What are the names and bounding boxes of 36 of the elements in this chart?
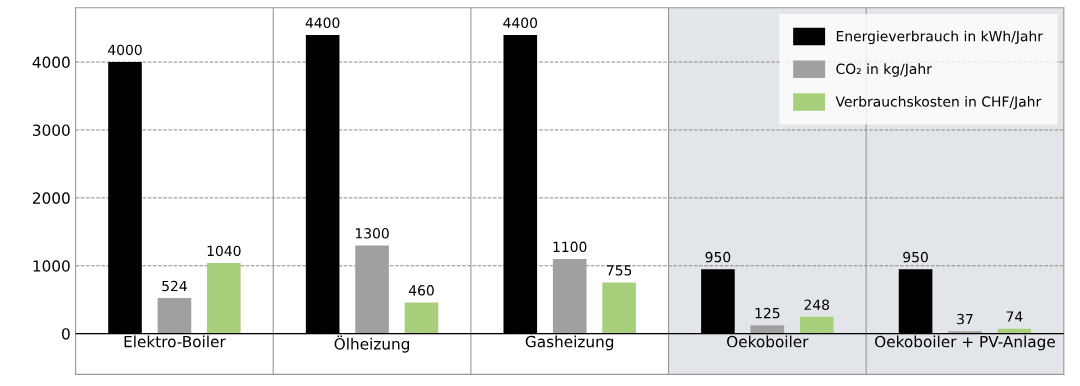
x-tick-label: Elektro-Boiler [124,335,226,348]
data-label: 248 [804,299,830,310]
bar [799,316,834,334]
data-label: 4400 [503,17,538,29]
data-label: 460 [408,285,434,296]
bar [207,263,241,334]
y-tick-label: 2000 [32,192,70,204]
y-tick-label: 0 [62,328,70,340]
data-label: 755 [606,265,632,276]
data-label: 524 [162,280,187,292]
data-label: 1040 [207,245,241,257]
bar [157,298,192,334]
data-label: 4000 [108,44,142,56]
data-label: 1100 [553,241,587,253]
y-tick-label: 3000 [33,124,70,136]
data-label: 37 [957,313,973,325]
x-tick-label: Oekoboiler + PV-Anlage [875,335,1055,351]
x-tick-label: Gasheizung [525,335,614,351]
legend-label: Verbrauchskosten in CHF/Jahr [835,96,1042,110]
data-label: 1300 [355,228,389,239]
legend-label: CO₂ in kg/Jahr [836,63,932,77]
data-label: 950 [705,251,731,263]
bar [355,245,389,334]
data-label: 74 [1006,311,1023,322]
bar [750,325,785,334]
x-tick-label: Ölheizung [334,335,410,353]
bar [552,258,587,334]
data-label: 125 [755,307,780,319]
data-label: 4400 [305,17,340,29]
legend-label: Energieverbrauch in kWh/Jahr [836,30,1043,45]
data-label: 950 [903,251,928,263]
bar [404,302,439,334]
y-tick-label: 1000 [33,260,70,272]
x-tick-label: Oekoboiler [727,335,809,348]
y-tick-label: 4000 [32,56,70,69]
bar [602,282,636,334]
